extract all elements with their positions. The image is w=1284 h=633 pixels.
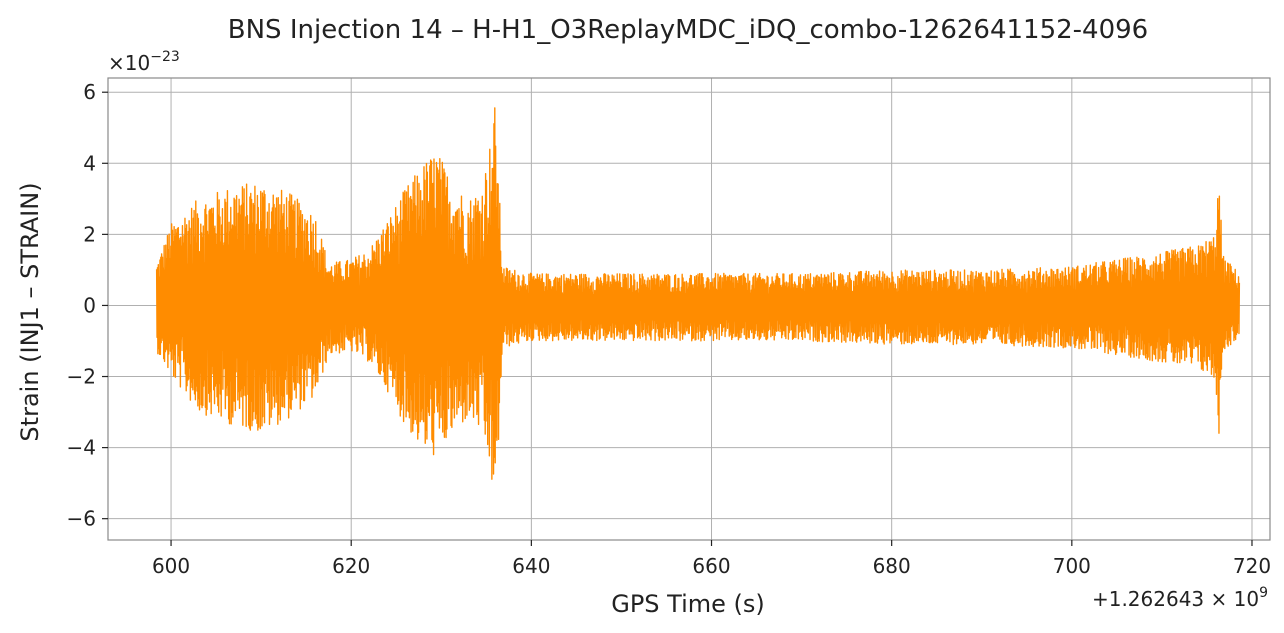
y-tick-label: −6 <box>67 507 96 531</box>
y-tick-label: 4 <box>83 151 96 175</box>
tick-layer: 600 620 640 660 680 700 720 −6 −4 −2 0 2 4 6 <box>67 80 1272 578</box>
y-tick-label: −2 <box>67 365 96 389</box>
strain-series-line <box>155 107 1241 480</box>
y-tick-label: −4 <box>67 436 96 460</box>
y-tick-label: 2 <box>83 222 96 246</box>
x-tick-label: 600 <box>152 554 190 578</box>
y-tick-label: 6 <box>83 80 96 104</box>
x-tick-label: 700 <box>1053 554 1091 578</box>
chart-title: BNS Injection 14 – H-H1_O3ReplayMDC_iDQ_… <box>228 15 1148 45</box>
x-axis-label: GPS Time (s) <box>611 590 765 618</box>
plot-area <box>155 107 1241 480</box>
x-tick-label: 720 <box>1233 554 1271 578</box>
x-tick-label: 660 <box>692 554 730 578</box>
x-axis-offset: +1.262643 × 109 <box>1092 585 1268 611</box>
y-tick-label: 0 <box>83 293 96 317</box>
axes-frame <box>107 77 1271 541</box>
y-axis-multiplier: ×10−23 <box>108 49 180 75</box>
x-tick-label: 680 <box>873 554 911 578</box>
x-tick-label: 640 <box>512 554 550 578</box>
x-tick-label: 620 <box>332 554 370 578</box>
y-axis-label: Strain (INJ1 – STRAIN) <box>16 182 44 441</box>
